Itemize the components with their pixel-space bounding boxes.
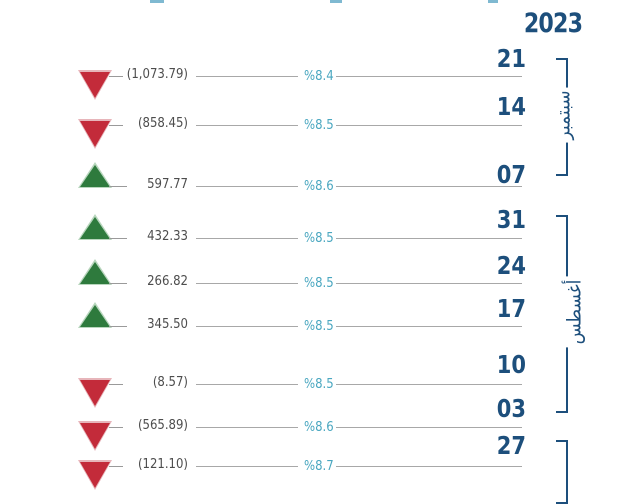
connector-stub [109, 384, 123, 385]
up-arrow-icon [80, 305, 110, 327]
month-label-august: أغسطس [563, 276, 586, 348]
connector-line [336, 283, 522, 284]
connector-line [336, 186, 522, 187]
connector-line [196, 427, 298, 428]
connector-stub [109, 125, 123, 126]
connector-line [336, 427, 522, 428]
connector-line [196, 186, 298, 187]
amount-value: (858.45) [137, 116, 188, 131]
connector-line [196, 384, 298, 385]
up-arrow-icon [80, 262, 110, 284]
day-label: 07 [496, 160, 526, 189]
connector-stub [109, 76, 123, 77]
connector-line [196, 76, 298, 77]
connector-line [196, 238, 298, 239]
header-fragment-right [488, 0, 498, 3]
month-label-september: سبتمبر [552, 87, 575, 143]
weekly-interest-timeline: 2023 (1,073.79) %8.4 21 (858.45) %8.5 14 597.7… [78, 0, 586, 504]
amount-value: (8.57) [152, 375, 188, 390]
rate-value: %8.5 [304, 319, 334, 334]
amount-value: 432.33 [147, 229, 188, 244]
amount-value: (1,073.79) [126, 67, 188, 82]
day-label: 31 [496, 205, 526, 234]
connector-line [196, 326, 298, 327]
day-label: 21 [496, 44, 526, 73]
connector-line [196, 125, 298, 126]
rate-value: %8.5 [304, 377, 334, 392]
day-label: 10 [496, 350, 526, 379]
rate-value: %8.7 [304, 459, 334, 474]
amount-value: 597.77 [147, 177, 188, 192]
down-arrow-icon [80, 380, 110, 406]
year-label: 2023 [523, 8, 583, 39]
rate-value: %8.5 [304, 276, 334, 291]
month-bracket-july [556, 440, 568, 504]
connector-stub [109, 466, 123, 467]
amount-value: (565.89) [137, 418, 188, 433]
down-arrow-icon [80, 121, 110, 147]
connector-stub [109, 427, 123, 428]
down-arrow-icon [80, 423, 110, 449]
connector-stub [109, 238, 127, 239]
day-label: 24 [496, 251, 526, 280]
rate-value: %8.6 [304, 420, 334, 435]
connector-line [336, 326, 522, 327]
connector-line [196, 283, 298, 284]
rate-value: %8.5 [304, 231, 334, 246]
header-fragment-center [330, 0, 342, 3]
connector-line [336, 238, 522, 239]
connector-line [336, 384, 522, 385]
header-fragment-left [150, 0, 164, 3]
connector-stub [109, 326, 127, 327]
connector-line [336, 125, 522, 126]
down-arrow-icon [80, 72, 110, 98]
up-arrow-icon [80, 165, 110, 187]
day-label: 27 [496, 431, 526, 460]
amount-value: (121.10) [137, 457, 188, 472]
down-arrow-icon [80, 462, 110, 488]
day-label: 03 [496, 394, 526, 423]
connector-line [336, 466, 522, 467]
connector-line [336, 76, 522, 77]
connector-line [196, 466, 298, 467]
connector-stub [109, 186, 127, 187]
rate-value: %8.4 [304, 69, 334, 84]
connector-stub [109, 283, 127, 284]
rate-value: %8.6 [304, 179, 334, 194]
up-arrow-icon [80, 217, 110, 239]
rate-value: %8.5 [304, 118, 334, 133]
amount-value: 266.82 [147, 274, 188, 289]
day-label: 14 [496, 92, 526, 121]
day-label: 17 [496, 294, 526, 323]
amount-value: 345.50 [147, 317, 188, 332]
